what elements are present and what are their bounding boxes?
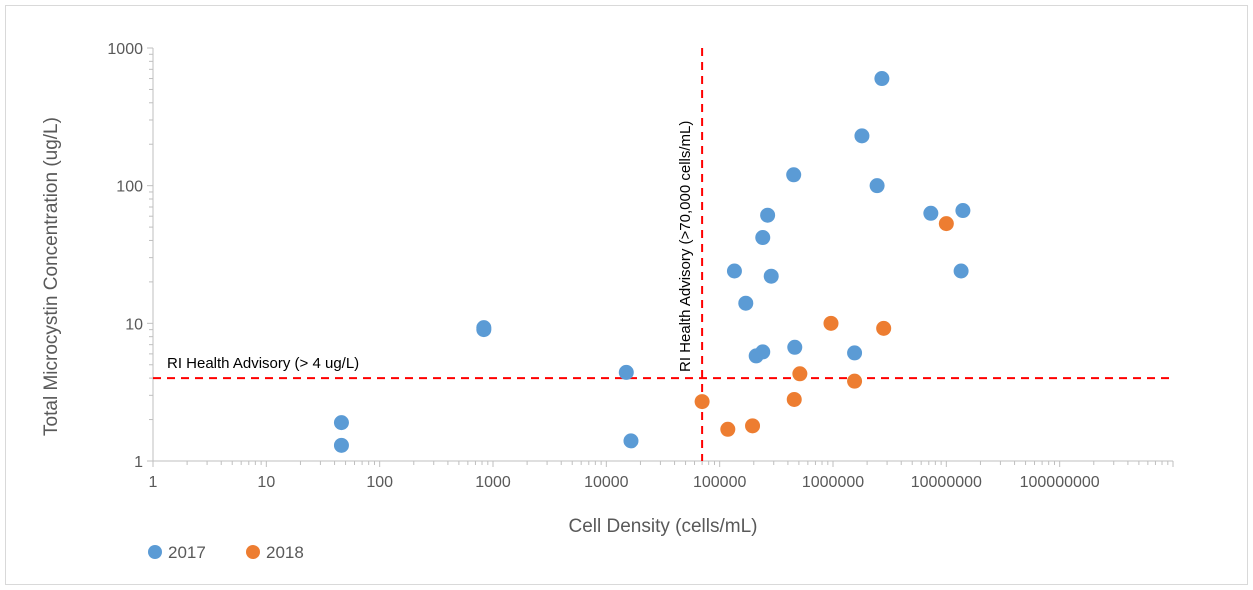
point-2017 [755,230,771,246]
point-2018 [876,320,892,336]
x-tick-label: 10000000 [911,474,982,491]
point-2017 [763,268,779,284]
horizontal-advisory-label: RI Health Advisory (> 4 ug/L) [167,355,359,372]
x-tick-label: 10000 [584,474,629,491]
x-axis-title: Cell Density (cells/mL) [569,516,758,537]
chart-frame [5,5,1248,585]
data-points [333,71,971,453]
x-tick-label: 100 [366,474,393,491]
y-tick-label: 100 [116,179,143,196]
point-2018 [786,391,802,407]
x-tick-label: 1000 [475,474,511,491]
legend-label-2017: 2017 [168,543,206,562]
y-tick-label: 1000 [107,41,143,58]
point-2017 [738,295,754,311]
x-tick-label: 100000000 [1020,474,1100,491]
point-2017 [333,437,349,453]
point-2017 [623,433,639,449]
point-2017 [955,203,971,219]
point-2017 [786,167,802,183]
x-tick-label: 100000 [693,474,746,491]
point-2018 [847,373,863,389]
point-2017 [755,344,771,360]
reference-lines: RI Health Advisory (> 4 ug/L) RI Health A… [153,48,1173,461]
point-2017 [787,339,803,355]
legend-marker-2017 [148,545,162,559]
point-2017 [923,205,939,221]
point-2018 [938,216,954,232]
point-2017 [874,71,890,87]
point-2018 [694,394,710,410]
point-2017 [726,263,742,279]
point-2017 [953,263,969,279]
point-2018 [823,315,839,331]
point-2017 [854,128,870,144]
point-2017 [847,345,863,361]
y-tick-label: 1 [134,454,143,471]
point-2017 [760,207,776,223]
point-2017 [476,322,492,338]
axes: 1 10 100 1000 10000 100000 1000000 10000000 1000… [107,41,1174,491]
x-tick-label: 1000000 [802,474,864,491]
point-2017 [618,364,634,380]
point-2018 [792,366,808,382]
point-2018 [745,418,761,434]
y-axis-title: Total Microcystin Concentration (ug/L) [41,117,62,436]
y-tick-label: 10 [125,316,143,333]
point-2017 [333,415,349,431]
legend-marker-2018 [246,545,260,559]
vertical-advisory-label: RI Health Advisory (>70,000 cells/mL) [677,121,694,372]
x-tick-label: 1 [149,474,158,491]
point-2018 [720,421,736,437]
point-2017 [869,178,885,194]
legend-label-2018: 2018 [266,543,304,562]
legend: 2017 2018 [148,543,304,562]
x-tick-label: 10 [257,474,275,491]
